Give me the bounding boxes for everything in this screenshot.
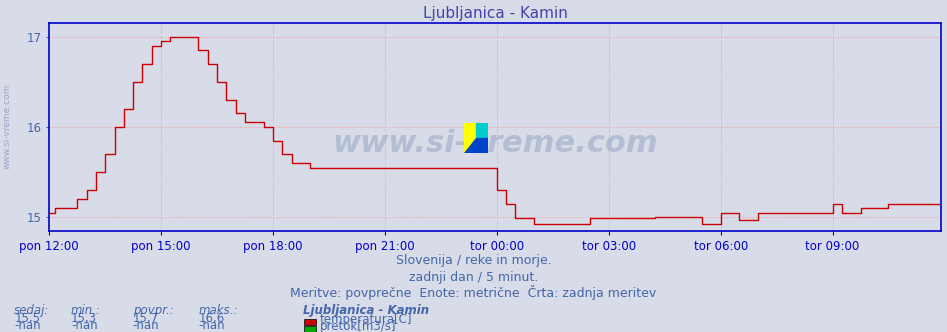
Text: www.si-vreme.com: www.si-vreme.com	[3, 83, 12, 169]
Text: Slovenija / reke in morje.: Slovenija / reke in morje.	[396, 254, 551, 267]
Text: Meritve: povprečne  Enote: metrične  Črta: zadnja meritev: Meritve: povprečne Enote: metrične Črta:…	[291, 285, 656, 300]
Polygon shape	[464, 138, 476, 153]
Text: -nan: -nan	[133, 319, 159, 332]
Bar	[476, 123, 488, 138]
Text: 15,3: 15,3	[71, 312, 97, 325]
Text: povpr.:: povpr.:	[133, 304, 173, 317]
Text: Ljubljanica - Kamin: Ljubljanica - Kamin	[303, 304, 429, 317]
Bar	[464, 123, 476, 138]
Title: Ljubljanica - Kamin: Ljubljanica - Kamin	[423, 6, 567, 21]
Text: zadnji dan / 5 minut.: zadnji dan / 5 minut.	[409, 271, 538, 284]
Text: 16,6: 16,6	[199, 312, 225, 325]
Text: -nan: -nan	[199, 319, 225, 332]
Text: sedaj:: sedaj:	[14, 304, 49, 317]
Text: 15,7: 15,7	[133, 312, 159, 325]
Text: min.:: min.:	[71, 304, 101, 317]
Text: www.si-vreme.com: www.si-vreme.com	[332, 129, 658, 158]
Text: -nan: -nan	[71, 319, 98, 332]
Text: -nan: -nan	[14, 319, 41, 332]
Text: temperatura[C]: temperatura[C]	[320, 313, 413, 326]
Polygon shape	[464, 138, 488, 153]
Text: maks.:: maks.:	[199, 304, 239, 317]
Text: pretok[m3/s]: pretok[m3/s]	[320, 320, 397, 332]
Text: 15,5: 15,5	[14, 312, 40, 325]
